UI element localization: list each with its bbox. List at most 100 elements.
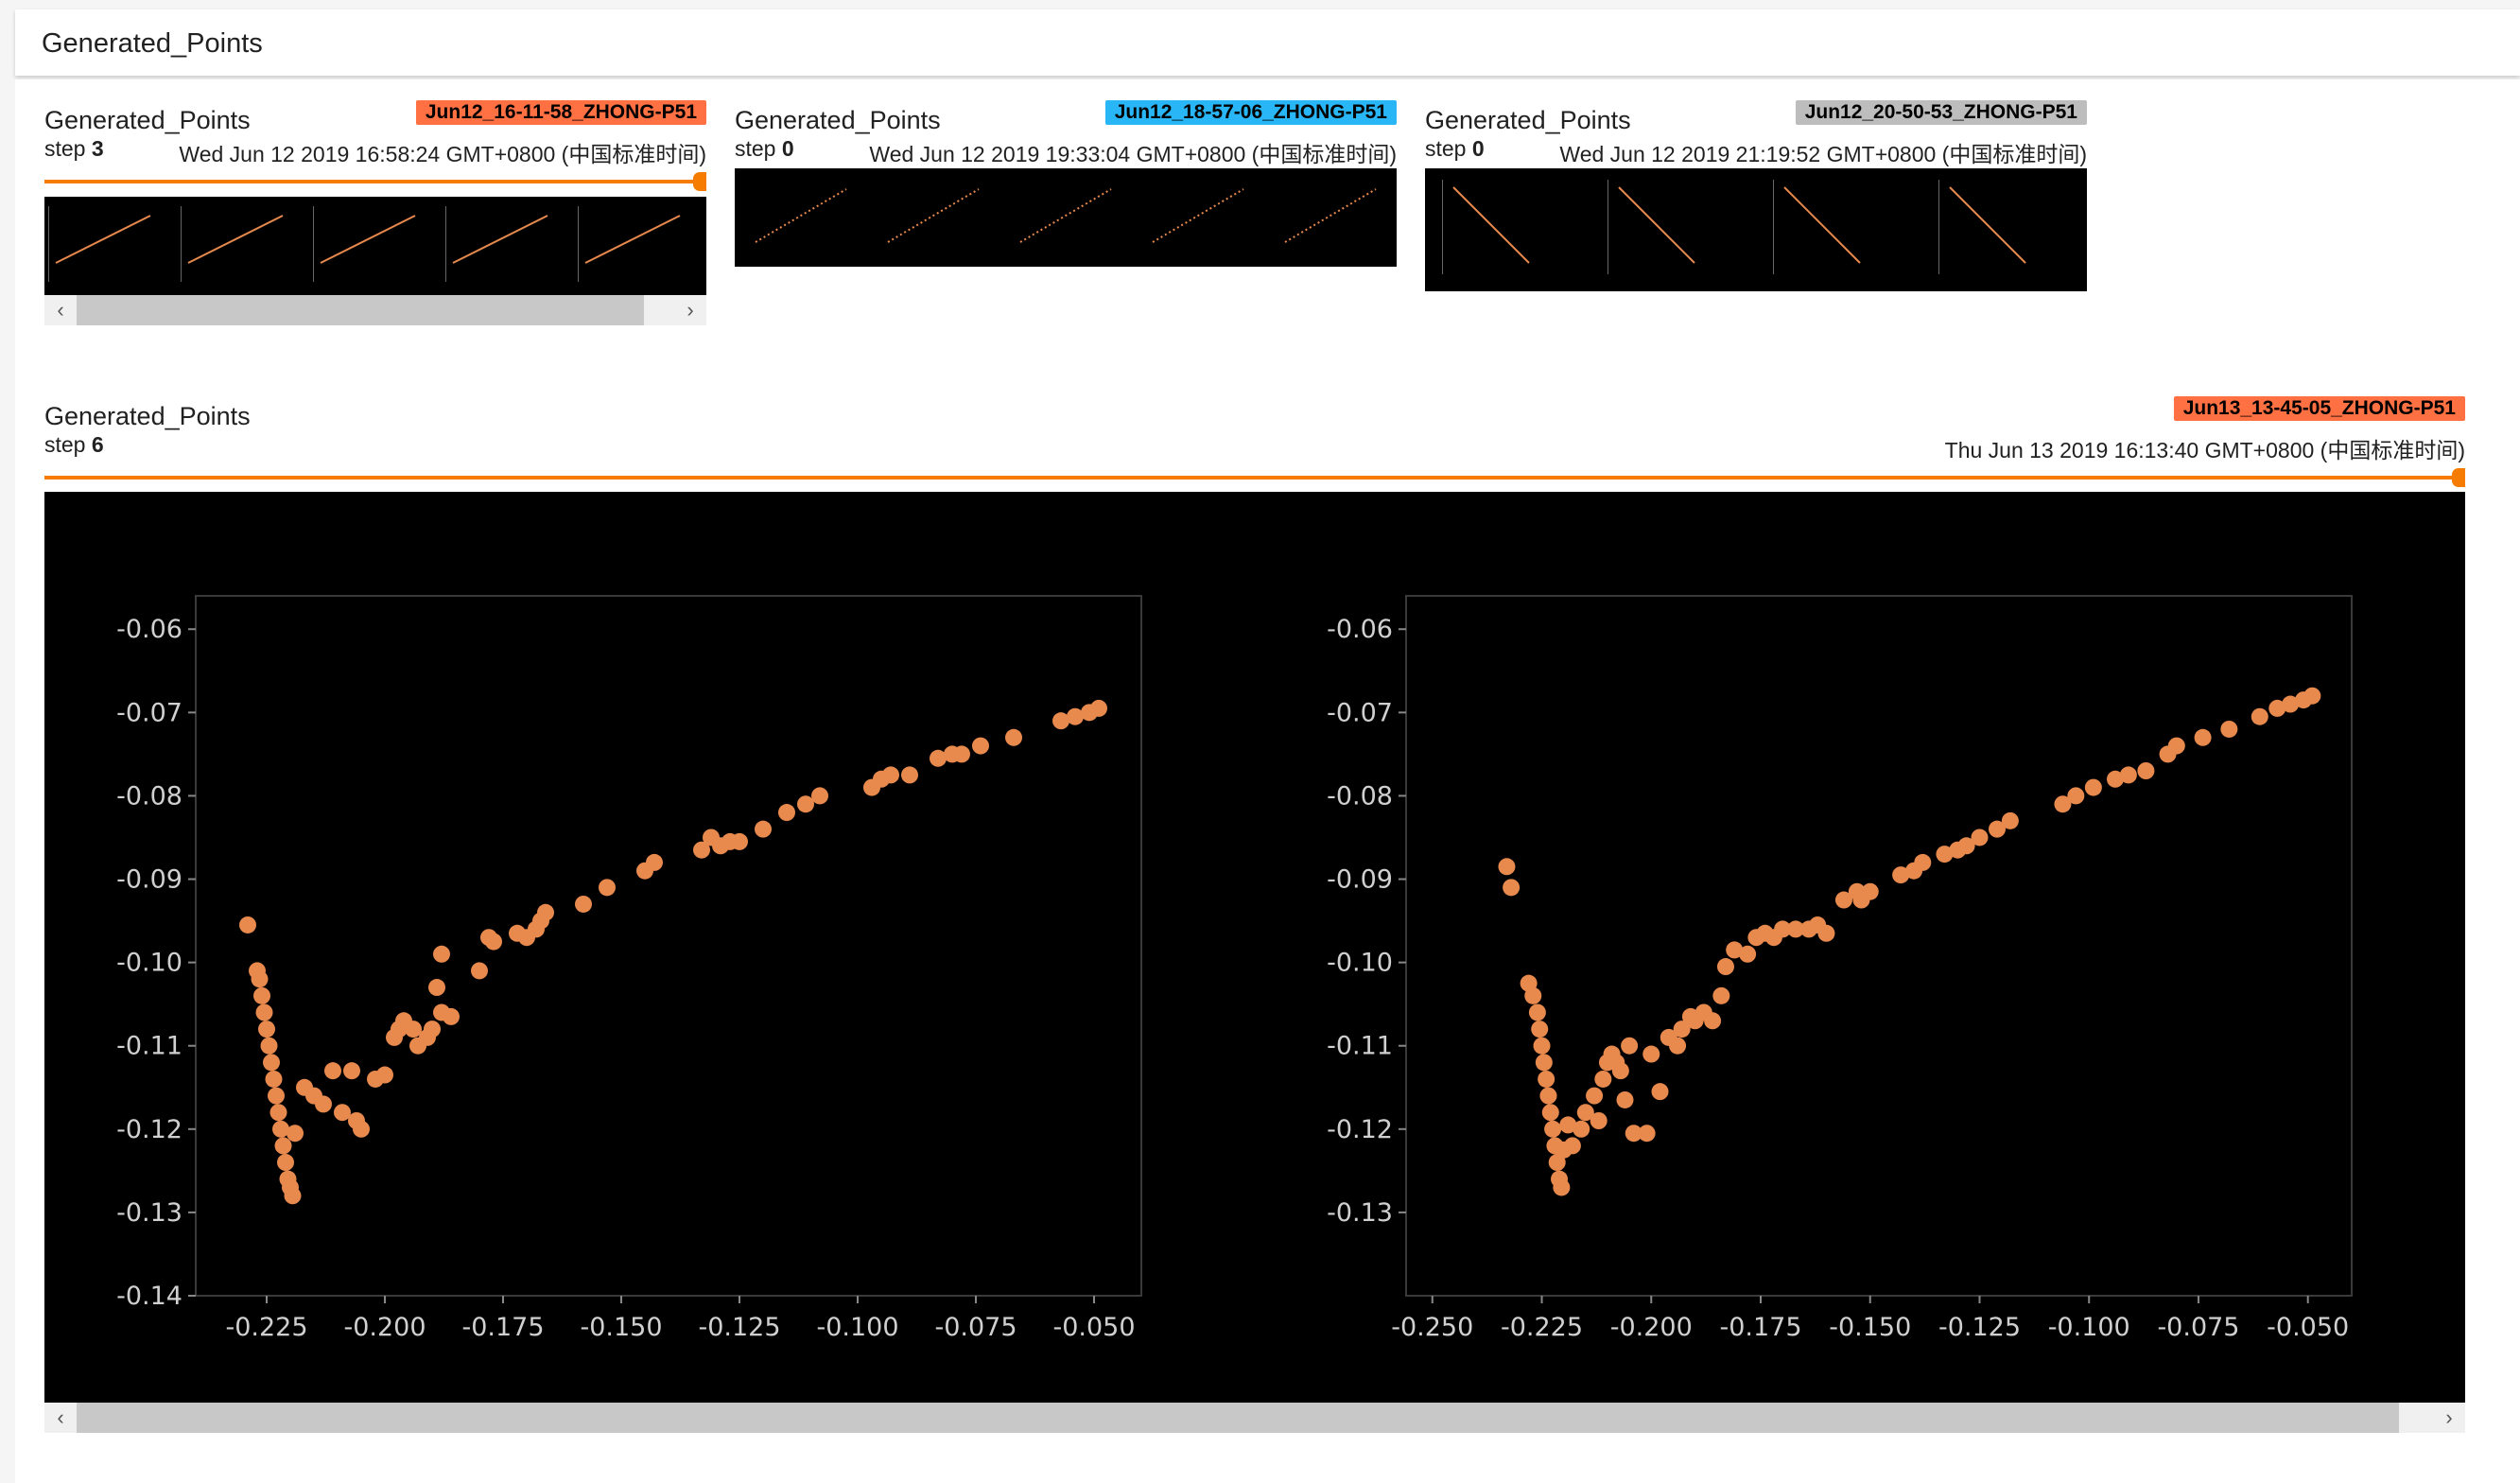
scatter-point [443,1007,460,1025]
scatter-point [253,986,270,1004]
scatter-point [1625,1125,1642,1143]
x-tick-label: -0.050 [1052,1313,1135,1342]
step-slider-track[interactable] [44,180,706,183]
scatter-point [260,1037,278,1055]
scatter-point [1892,866,1910,884]
scatter-point [424,1021,441,1038]
scatter-point [265,1070,283,1088]
scatter-point [1533,1037,1551,1055]
y-tick-label: -0.10 [1327,949,1393,978]
image-card-2: Generated_Points Jun12_18-57-06_ZHONG-P5… [735,100,1397,267]
wall-time: Wed Jun 12 2019 16:58:24 GMT+0800 (中国标准时… [179,142,706,166]
scatter-point [269,1104,287,1122]
scatter-point [471,962,488,980]
scatter-point [1573,1120,1590,1138]
wall-time: Wed Jun 12 2019 21:19:52 GMT+0800 (中国标准时… [1559,142,2087,166]
scatter-point [2107,770,2124,788]
x-tick-label: -0.050 [2267,1313,2349,1342]
step-label: step 6 [44,432,104,457]
scroll-right-arrow[interactable]: › [686,298,694,322]
mini-plot-line [1019,188,1112,243]
y-tick-label: -0.10 [116,949,182,978]
scatter-point [646,853,663,871]
scatter-point [599,879,616,897]
scatter-point [575,895,592,913]
scroll-right-arrow[interactable]: › [2445,1405,2453,1429]
scatter-point [1052,712,1069,730]
scatter-point [2167,737,2185,755]
card-image[interactable] [1425,168,2087,291]
x-tick-label: -0.100 [2048,1313,2130,1342]
scatter-point [1957,837,1975,855]
scatter-point [258,1021,275,1038]
main-image[interactable]: -0.06 -0.07 -0.08 -0.09 -0.10 -0.11 -0.12 -0.13… [44,492,2465,1403]
run-badge: Jun12_18-57-06_ZHONG-P51 [1104,100,1397,125]
x-tick-label: -0.125 [698,1313,780,1342]
scatter-point [1861,882,1879,900]
scatter-point [2303,687,2321,705]
scatter-point [1651,1083,1669,1101]
scatter-point [433,945,450,963]
y-tick-label: -0.07 [1327,698,1393,727]
run-badge: Jun12_20-50-53_ZHONG-P51 [1795,100,2087,125]
scatter-point [1576,1104,1594,1122]
scroll-left-arrow[interactable]: ‹ [57,298,64,322]
mini-plot-line [1452,186,1530,264]
card-image[interactable] [44,197,706,295]
scatter-point [485,933,502,951]
scatter-point [1726,941,1744,959]
scatter-point [1531,1021,1549,1038]
scatter-point [1563,1137,1581,1155]
scatter-point [1539,1087,1557,1105]
page-title: Generated_Points [42,28,263,59]
scatter-point [2282,695,2300,713]
scatter-point [268,1087,285,1105]
x-tick-label: -0.175 [461,1313,544,1342]
scatter-point [1716,958,1734,976]
scatter-point [1712,986,1730,1004]
scatter-point [2067,787,2085,805]
card-image[interactable] [735,168,1397,267]
step-slider-track[interactable] [44,476,2465,480]
y-tick-label: -0.08 [116,781,182,811]
scatter-point [1787,920,1805,938]
scatter-point [1704,1012,1722,1030]
scrollbar-thumb[interactable] [77,1403,2399,1433]
scatter-point [778,804,795,822]
scatter-point [731,832,748,850]
mini-plot-line [755,188,847,243]
scatter-point [277,1154,294,1172]
x-tick-label: -0.225 [225,1313,307,1342]
scatter-point [1594,1070,1612,1088]
scatter-point [1541,1104,1559,1122]
scatter-point [251,970,269,988]
scroll-left-arrow[interactable]: ‹ [57,1405,64,1429]
scatter-point [1673,1021,1691,1038]
scatter-point [1638,1125,1656,1143]
scatter-point [693,841,710,859]
step-slider-knob[interactable] [693,172,706,191]
mini-plot-line [452,215,548,264]
scatter-point [1067,707,1084,725]
mini-plot-line [1618,186,1695,264]
scatter-point [537,903,554,921]
horizontal-scrollbar[interactable]: ‹ › [44,295,706,325]
y-tick-label: -0.11 [1327,1032,1393,1061]
scatter-point [2119,766,2137,784]
step-slider-knob[interactable] [2452,468,2465,487]
scatter-point [1817,924,1835,942]
scatter-point [1642,1045,1660,1063]
scrollbar-thumb[interactable] [77,295,644,325]
x-tick-label: -0.200 [343,1313,426,1342]
scatter-point [811,787,828,805]
scatter-point [882,766,899,784]
scatter-point [1528,1003,1546,1021]
scatter-point [1989,820,2006,838]
scatter-point [1834,891,1852,909]
scatter-point [1090,699,1107,717]
card-title: Generated_Points [44,402,251,430]
main-horizontal-scrollbar[interactable]: ‹ › [44,1403,2465,1433]
image-strip [755,188,1377,243]
scatter-point [1590,1112,1608,1129]
y-tick-label: -0.07 [116,698,182,727]
